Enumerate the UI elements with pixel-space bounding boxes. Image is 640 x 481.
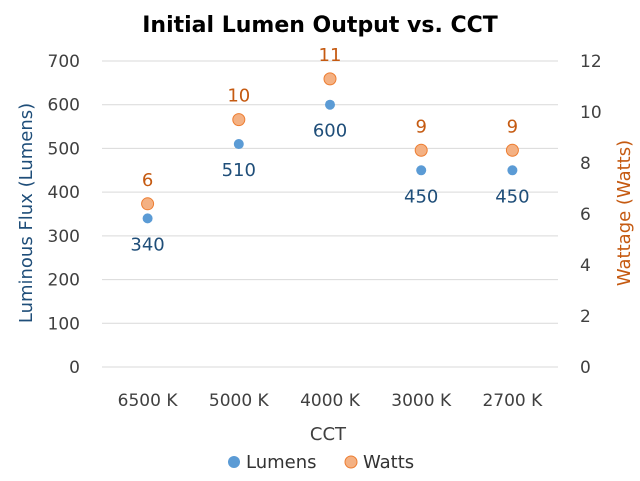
legend: Lumens Watts — [228, 452, 414, 473]
lumens-point — [233, 139, 244, 150]
lumens-point — [416, 165, 427, 176]
y2-axis-title: Wattage (Watts) — [614, 140, 635, 286]
y2-tick-label: 12 — [580, 52, 602, 72]
watts-point — [141, 197, 155, 211]
watts-point — [414, 143, 428, 157]
x-category-label: 5000 K — [209, 391, 270, 411]
y2-tick-label: 8 — [580, 154, 591, 174]
y-tick-label: 700 — [48, 52, 80, 72]
watts-data-label: 9 — [415, 116, 426, 137]
y-axis-title: Luminous Flux (Lumens) — [16, 103, 37, 323]
y-tick-label: 0 — [69, 358, 80, 378]
y2-axis-ticks: 0 2 4 6 8 10 12 — [580, 52, 602, 378]
watts-data-label: 10 — [227, 86, 250, 107]
legend-marker-watts — [344, 455, 358, 469]
y2-tick-label: 6 — [580, 205, 591, 225]
y-tick-label: 200 — [48, 271, 80, 291]
y-tick-label: 300 — [48, 227, 80, 247]
watts-data-label: 11 — [319, 45, 342, 66]
lumens-data-label: 450 — [495, 186, 529, 207]
y2-tick-label: 2 — [580, 307, 591, 327]
y-axis-ticks: 0 100 200 300 400 500 600 700 — [48, 52, 80, 378]
legend-marker-lumens — [228, 456, 240, 468]
x-axis-title: CCT — [310, 424, 347, 445]
watts-point — [232, 113, 246, 127]
watts-data-label: 9 — [507, 116, 518, 137]
legend-label-watts: Watts — [363, 452, 414, 473]
x-category-label: 4000 K — [300, 391, 361, 411]
x-category-label: 2700 K — [482, 391, 543, 411]
lumens-data-label: 450 — [404, 186, 438, 207]
y2-tick-label: 4 — [580, 256, 591, 276]
watts-data-label: 6 — [142, 170, 153, 191]
y2-tick-label: 0 — [580, 358, 591, 378]
y2-tick-label: 10 — [580, 103, 602, 123]
gridlines — [102, 60, 558, 368]
lumens-data-label: 510 — [222, 160, 256, 181]
watts-point — [323, 72, 337, 86]
x-category-label: 6500 K — [118, 391, 179, 411]
y-tick-label: 100 — [48, 314, 80, 334]
lumens-data-label: 340 — [130, 234, 164, 255]
legend-label-lumens: Lumens — [246, 452, 317, 473]
lumens-point — [142, 213, 153, 224]
x-axis-categories: 6500 K 5000 K 4000 K 3000 K 2700 K — [118, 391, 543, 411]
data-marks: 340 510 600 450 450 6 10 11 9 9 — [130, 45, 529, 256]
lumens-data-label: 600 — [313, 121, 347, 142]
y-tick-label: 600 — [48, 96, 80, 116]
chart-title: Initial Lumen Output vs. CCT — [142, 13, 498, 38]
x-category-label: 3000 K — [391, 391, 452, 411]
y-tick-label: 400 — [48, 183, 80, 203]
lumens-point — [325, 99, 335, 110]
lumens-point — [507, 165, 518, 176]
watts-point — [505, 143, 519, 157]
y-tick-label: 500 — [48, 139, 80, 159]
